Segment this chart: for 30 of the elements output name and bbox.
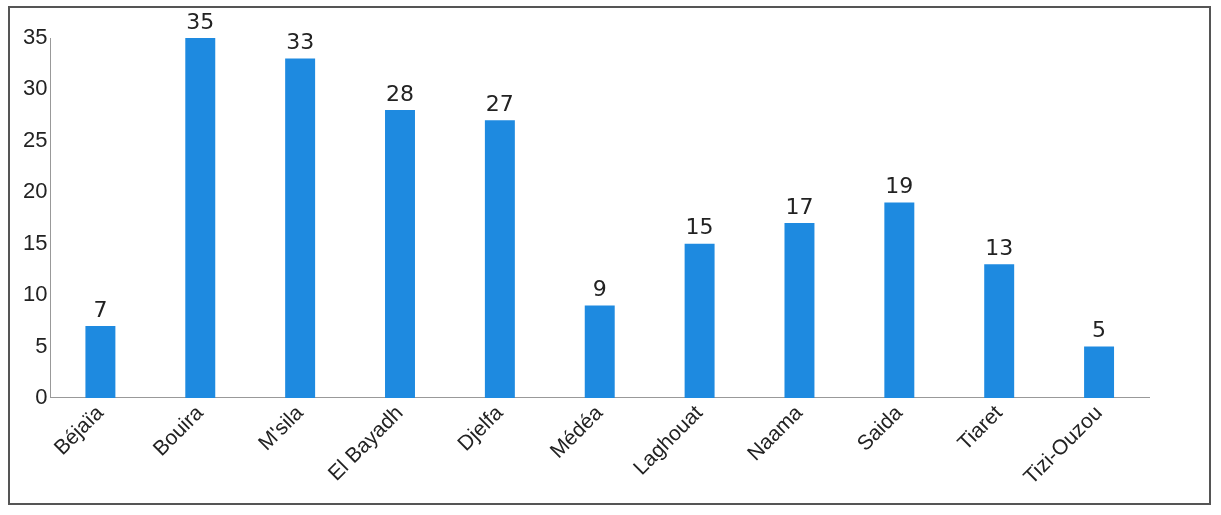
bar <box>1084 346 1115 398</box>
bar <box>285 58 316 398</box>
y-tick-label: 5 <box>35 332 48 358</box>
y-tick-label: 25 <box>22 126 48 152</box>
data-label: 17 <box>785 193 814 219</box>
data-label: 5 <box>1092 317 1107 343</box>
data-label: 35 <box>186 8 215 34</box>
data-label: 19 <box>885 173 914 199</box>
bar <box>385 109 415 398</box>
data-label: 13 <box>985 234 1014 260</box>
bar <box>884 202 915 398</box>
y-tick-label: 10 <box>22 281 48 307</box>
data-label: 7 <box>93 296 108 322</box>
y-tick-label: 20 <box>22 178 48 204</box>
y-tick-label: 0 <box>35 384 48 410</box>
data-label: 15 <box>685 214 714 240</box>
bar <box>784 223 815 398</box>
bar <box>484 120 515 398</box>
bar <box>185 38 216 398</box>
y-tick-label: 35 <box>22 24 48 50</box>
data-label: 33 <box>286 29 315 55</box>
data-label: 28 <box>386 80 414 106</box>
y-tick-label: 15 <box>22 229 48 255</box>
bar <box>584 305 615 398</box>
bar <box>984 264 1015 398</box>
data-label: 9 <box>592 276 607 302</box>
bar <box>85 325 116 398</box>
y-tick-label: 30 <box>22 75 48 101</box>
data-label: 27 <box>485 90 514 116</box>
bar <box>684 243 715 398</box>
